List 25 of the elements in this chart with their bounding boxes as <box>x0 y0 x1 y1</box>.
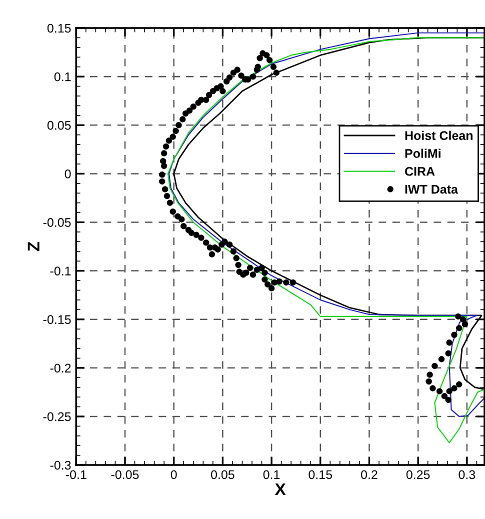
x-tick-label: 0.15 <box>308 470 332 480</box>
x-tick-label: 0 <box>170 470 177 480</box>
y-tick-label: -0.15 <box>43 315 71 324</box>
y-axis-title: Z <box>28 242 40 252</box>
x-tick-label: -0.1 <box>66 470 86 480</box>
y-tick-label: -0.3 <box>50 460 71 470</box>
legend-label: CIRA <box>405 166 435 176</box>
y-tick-label: 0.1 <box>54 72 71 82</box>
x-tick-label: 0.25 <box>406 470 430 480</box>
legend-label: Hoist Clean <box>405 130 472 140</box>
x-tick-label: 0.1 <box>263 470 280 480</box>
y-tick-label: 0.15 <box>47 24 71 33</box>
y-tick-label: 0 <box>64 169 71 178</box>
x-tick-label: 0.2 <box>361 470 378 480</box>
y-tick-label: -0.1 <box>50 266 71 276</box>
y-tick-label: -0.05 <box>43 218 71 227</box>
legend-label: IWT Data <box>405 184 458 194</box>
y-tick-label: -0.2 <box>50 364 71 373</box>
y-tick-label: 0.05 <box>47 120 71 130</box>
x-axis-title: X <box>274 484 286 496</box>
legend-label: PoliMi <box>405 148 440 158</box>
x-tick-label: 0.05 <box>211 470 234 480</box>
x-tick-label: -0.05 <box>111 470 139 480</box>
y-tick-label: -0.25 <box>43 412 71 422</box>
x-tick-label: 0.3 <box>458 470 476 480</box>
